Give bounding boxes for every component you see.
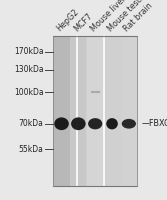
Text: MCF7: MCF7: [72, 11, 94, 33]
Text: —FBXO21: —FBXO21: [141, 119, 167, 128]
Ellipse shape: [122, 119, 136, 129]
Bar: [104, 36, 120, 186]
Ellipse shape: [106, 118, 118, 129]
Ellipse shape: [71, 117, 86, 130]
Text: Mouse liver: Mouse liver: [89, 0, 128, 33]
Ellipse shape: [54, 117, 69, 130]
Bar: [87, 36, 103, 186]
Text: HepG2: HepG2: [55, 7, 81, 33]
Text: Mouse testis: Mouse testis: [106, 0, 148, 33]
Bar: [70, 36, 87, 186]
Ellipse shape: [88, 118, 102, 129]
Bar: [121, 36, 137, 186]
Text: 70kDa: 70kDa: [19, 119, 43, 128]
Bar: [53, 36, 70, 186]
Text: 55kDa: 55kDa: [19, 145, 43, 154]
Text: 170kDa: 170kDa: [14, 47, 43, 56]
Text: 130kDa: 130kDa: [14, 65, 43, 74]
Text: 100kDa: 100kDa: [14, 88, 43, 97]
Bar: [53, 36, 137, 186]
Text: Rat brain: Rat brain: [122, 1, 155, 33]
